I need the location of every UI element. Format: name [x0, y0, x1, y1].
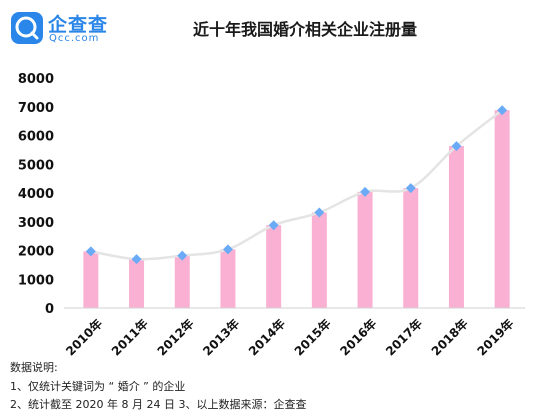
bar-series: [83, 110, 510, 308]
y-tick-label: 4000: [18, 187, 54, 202]
marker-2017年: [405, 183, 416, 194]
x-tick-label: 2015年: [291, 316, 334, 359]
bar-2011年: [129, 259, 145, 308]
marker-2012年: [177, 250, 188, 261]
x-tick-label: 2019年: [474, 316, 517, 359]
qcc-logo: 企查查 Qcc.com: [10, 8, 120, 48]
y-axis: 0 1000 2000 3000 4000 5000 6000 7000 8000: [18, 72, 54, 317]
notes-line-1: 1、仅统计关键词为 “ 婚介 ” 的企业: [10, 379, 186, 393]
x-tick-label: 2014年: [245, 316, 288, 359]
marker-2014年: [268, 220, 279, 231]
x-tick-label: 2010年: [62, 316, 105, 359]
x-tick-label: 2018年: [428, 316, 471, 359]
data-notes: 数据说明: 1、仅统计关键词为 “ 婚介 ” 的企业 2、统计截至 2020 年…: [10, 359, 306, 415]
y-tick-label: 6000: [18, 130, 54, 145]
bar-2010年: [83, 251, 99, 308]
bar-2016年: [357, 191, 373, 308]
trend-line-series: [85, 105, 508, 265]
bar-2017年: [403, 188, 419, 308]
y-tick-label: 8000: [18, 72, 54, 87]
y-tick-label: 2000: [18, 245, 54, 260]
y-tick-label: 5000: [18, 158, 54, 173]
chart-title: 近十年我国婚介相关企业注册量: [192, 20, 417, 39]
notes-line-2: 2、统计截至 2020 年 8 月 24 日 3、以上数据来源：企查查: [10, 398, 307, 411]
bar-2019年: [494, 110, 510, 308]
bar-2013年: [220, 249, 236, 308]
x-tick-label: 2017年: [382, 316, 425, 359]
qcc-logo-icon: [11, 12, 43, 44]
x-tick-label: 2012年: [154, 316, 197, 359]
marker-2018年: [451, 141, 462, 152]
y-tick-label: 7000: [18, 101, 54, 116]
marker-2015年: [314, 207, 325, 218]
bar-2018年: [448, 146, 464, 308]
x-tick-label: 2011年: [108, 316, 151, 359]
bar-2014年: [266, 225, 282, 308]
x-tick-label: 2013年: [200, 316, 243, 359]
y-tick-label: 0: [45, 302, 54, 317]
marker-2019年: [497, 105, 508, 116]
marker-2016年: [360, 186, 371, 197]
y-tick-label: 3000: [18, 216, 54, 231]
trend-line: [90, 109, 503, 261]
marker-2011年: [131, 254, 142, 265]
notes-heading: 数据说明:: [10, 361, 58, 374]
bar-2015年: [311, 212, 327, 308]
x-axis: 2010年 2011年 2012年 2013年 2014年 2015年 2016年 2017年…: [62, 307, 525, 359]
x-tick-label: 2016年: [337, 316, 380, 359]
bar-2012年: [174, 255, 190, 308]
logo-name: 企查查: [48, 14, 109, 36]
marker-2010年: [85, 246, 96, 257]
logo-url: Qcc.com: [49, 33, 100, 44]
marker-2013年: [222, 244, 233, 255]
y-tick-label: 1000: [18, 273, 54, 288]
